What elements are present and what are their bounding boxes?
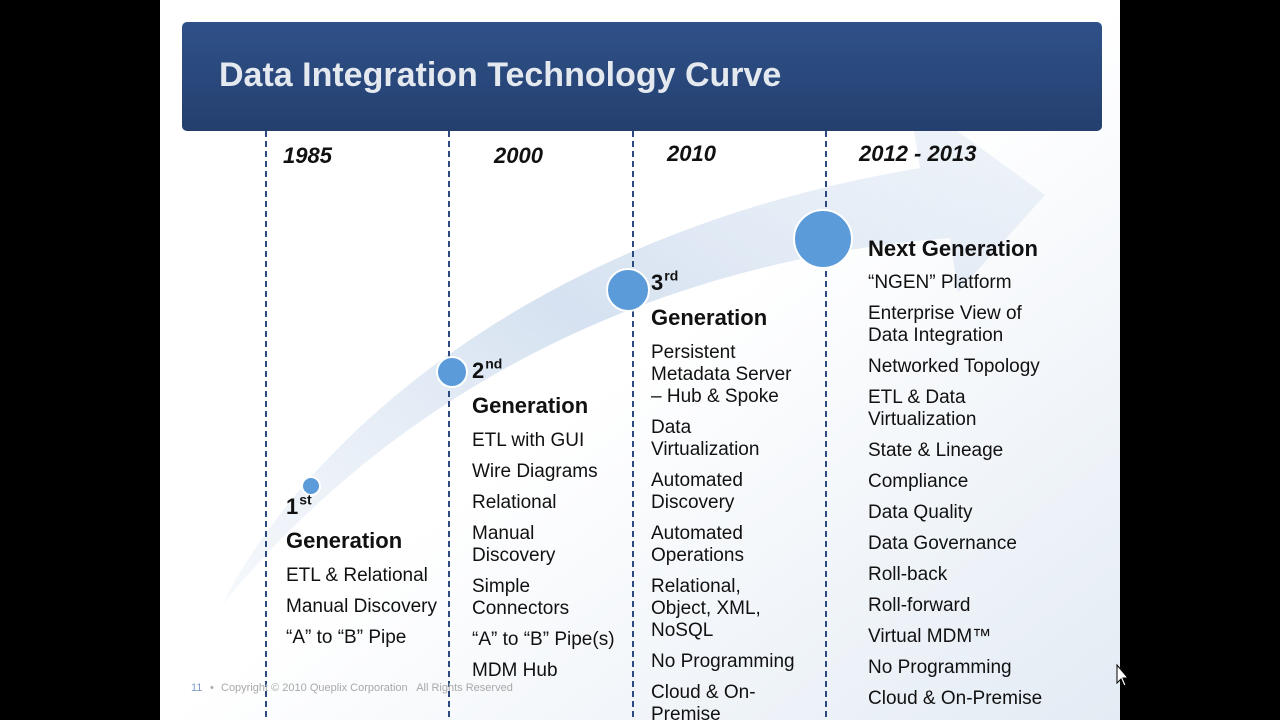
ordinal-suffix: rd [664,268,678,284]
feature-item: Cloud & On-Premise [868,688,1042,709]
feature-item: Virtual MDM™ [868,626,991,647]
generation-marker [606,268,650,312]
generation-marker [301,476,321,496]
feature-item: “A” to “B” Pipe [286,627,406,648]
feature-item: Relational [472,492,557,513]
feature-item: State & Lineage [868,440,1003,461]
year-label: 2010 [666,141,717,166]
feature-item: Premise [651,704,721,720]
year-label: 2012 - 2013 [858,141,976,166]
feature-item: Compliance [868,471,968,492]
feature-item: Manual [472,523,534,544]
title-banner [182,22,1102,131]
feature-item: Object, XML, [651,598,761,619]
generation-number: 1 [286,494,298,519]
feature-item: Discovery [651,492,735,513]
generation-heading: Generation [286,528,402,553]
feature-item: ETL with GUI [472,430,584,451]
feature-item: Data Quality [868,502,973,523]
feature-item: “A” to “B” Pipe(s) [472,629,615,650]
feature-item: ETL & Data [868,387,966,408]
feature-item: No Programming [868,657,1012,678]
feature-item: Roll-back [868,564,948,585]
feature-item: Data Integration [868,325,1003,346]
ordinal-suffix: nd [485,356,502,372]
feature-item: Data [651,417,692,438]
feature-item: Enterprise View of [868,303,1023,324]
year-label: 1985 [283,143,333,168]
copyright: Copyright © 2010 Queplix Corporation All… [221,682,513,694]
mouse-cursor [1116,663,1130,687]
feature-item: Operations [651,545,744,566]
feature-item: Persistent [651,342,736,363]
generation-number: 2 [472,358,484,383]
feature-item: Discovery [472,545,556,566]
timeline: 1985 1 st Generation ETL & Relational Manual … [265,131,1042,720]
page-number: 11 [191,682,202,694]
generation-heading: Next Generation [868,236,1038,261]
feature-item: NoSQL [651,620,713,641]
feature-item: Roll-forward [868,595,970,616]
generation-heading: Generation [472,393,588,418]
feature-item: Virtualization [651,439,759,460]
feature-item: Wire Diagrams [472,461,598,482]
feature-item: Cloud & On- [651,682,756,703]
generation-number: 3 [651,270,663,295]
feature-item: Data Governance [868,533,1017,554]
feature-item: MDM Hub [472,660,558,681]
feature-item: ETL & Relational [286,565,428,586]
feature-item: Metadata Server [651,364,792,385]
feature-item: Automated [651,470,743,491]
feature-item: Virtualization [868,409,976,430]
generation-marker [793,209,853,269]
ordinal-suffix: st [299,492,312,508]
generation-marker [436,356,468,388]
feature-item: – Hub & Spoke [651,386,779,407]
generation-heading: Generation [651,305,767,330]
feature-item: Automated [651,523,743,544]
separator: • [210,682,214,694]
feature-item: No Programming [651,651,795,672]
feature-item: Relational, [651,576,741,597]
feature-item: Simple [472,576,530,597]
slide-title: Data Integration Technology Curve [219,56,781,94]
feature-item: Manual Discovery [286,596,437,617]
feature-item: Networked Topology [868,356,1040,377]
feature-item: Connectors [472,598,569,619]
feature-item: “NGEN” Platform [868,272,1012,293]
year-label: 2000 [493,143,544,168]
